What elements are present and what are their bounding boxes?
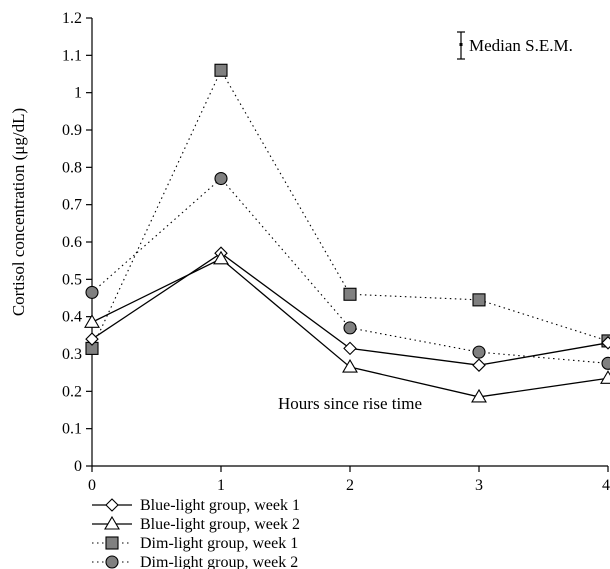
legend-item-2: Blue-light group, week 2	[92, 515, 300, 533]
y-tick-label: 0.9	[62, 122, 82, 139]
legend-marker	[104, 515, 120, 530]
legend-label: Blue-light group, week 2	[140, 516, 300, 533]
chart-axes: 0 0.1 0.2 0.3 0.4 0.5 0.6 0.7 0.8 0.9 1 1.1 1.2 0 1 2 3 4	[62, 10, 610, 494]
data-point	[472, 293, 486, 307]
y-tick-label: 0.1	[62, 421, 82, 438]
data-point	[471, 388, 487, 403]
data-point	[85, 332, 99, 346]
data-point	[214, 171, 228, 186]
series-4	[85, 171, 610, 370]
series-2	[84, 250, 610, 403]
legend-label: Blue-light group, week 1	[140, 497, 300, 514]
legend-item-3: Dim-light group, week 1	[92, 535, 298, 552]
data-point	[85, 285, 99, 299]
data-point	[472, 345, 486, 359]
y-tick-label: 0.8	[62, 159, 82, 176]
x-tick-label: 3	[475, 477, 483, 494]
data-point	[601, 336, 610, 350]
median-sem-annotation: Median S.E.M.	[457, 31, 573, 60]
data-point	[84, 314, 100, 328]
data-point	[342, 358, 358, 373]
legend-marker	[105, 498, 119, 512]
series-line	[91, 69, 609, 349]
sem-annotation-label: Median S.E.M.	[469, 36, 573, 55]
y-tick-label: 1.1	[62, 47, 82, 64]
data-point	[343, 287, 357, 301]
chart-series	[84, 63, 610, 403]
y-tick-label: 1	[74, 85, 82, 102]
y-tick-label: 0.7	[62, 197, 82, 214]
y-tick-label: 0	[74, 458, 82, 475]
series-3	[85, 63, 610, 355]
data-point	[343, 341, 357, 356]
y-tick-label: 0.5	[62, 271, 82, 288]
y-tick-label: 1.2	[62, 10, 82, 27]
data-point	[213, 250, 229, 265]
legend-item-4: Dim-light group, week 2	[92, 554, 298, 569]
legend-item-1: Blue-light group, week 1	[92, 497, 300, 514]
legend-label: Dim-light group, week 2	[140, 554, 298, 569]
x-tick-label: 4	[602, 477, 610, 494]
y-tick-label: 0.6	[62, 234, 82, 251]
legend-marker	[105, 555, 119, 569]
sem-error-bar-marker	[459, 43, 463, 46]
x-tick-label: 0	[88, 477, 96, 494]
chart-legend: Blue-light group, week 1 Blue-light group…	[92, 497, 300, 569]
series-1	[85, 246, 610, 372]
series-line	[91, 177, 609, 364]
legend-marker	[105, 536, 119, 550]
data-point	[601, 356, 610, 370]
y-axis-label: Cortisol concentration (μg/dL)	[9, 108, 28, 316]
legend-label: Dim-light group, week 1	[140, 535, 298, 552]
y-tick-label: 0.4	[62, 309, 82, 326]
data-point	[600, 370, 610, 384]
data-point	[214, 63, 228, 77]
data-point	[472, 358, 486, 372]
x-axis-label: Hours since rise time	[278, 394, 422, 413]
x-tick-label: 2	[346, 477, 354, 494]
y-tick-label: 0.2	[62, 383, 82, 400]
x-tick-label: 1	[217, 477, 225, 494]
y-tick-label: 0.3	[62, 346, 82, 363]
data-point	[343, 321, 357, 335]
